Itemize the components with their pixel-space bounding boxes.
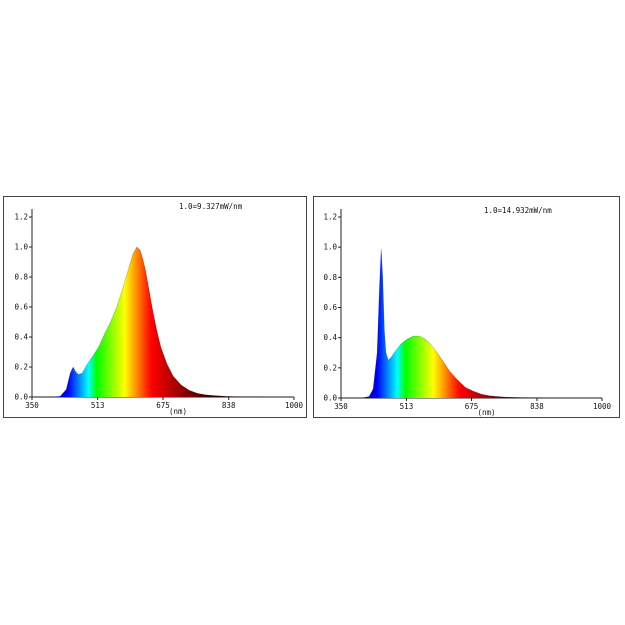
spectrum-chart-right: 0.0 0.2 0.4 0.6 0.8 1.0 1.2 350 513 675 838 1000 (nm… <box>313 196 620 418</box>
y-tick-label: 1.2 <box>14 213 28 222</box>
y-tick-label: 0.2 <box>14 363 28 372</box>
y-tick-label: 1.2 <box>323 213 337 222</box>
x-tick-label: 838 <box>530 402 544 411</box>
x-tick-label: 1000 <box>593 402 612 411</box>
y-tick-label: 0.8 <box>323 273 337 282</box>
x-axis-label: (nm) <box>477 408 495 417</box>
spectrum-plot-right: 0.0 0.2 0.4 0.6 0.8 1.0 1.2 350 513 675 838 1000 (nm… <box>323 206 612 417</box>
x-tick-label: 513 <box>400 402 414 411</box>
y-tick-label: 0.8 <box>14 273 28 282</box>
spectrum-line <box>32 246 295 398</box>
spectrum-area <box>341 248 602 398</box>
x-tick-label: 1000 <box>285 401 304 410</box>
spectrum-line <box>341 248 602 399</box>
x-tick-label: 838 <box>222 401 236 410</box>
x-tick-label: 513 <box>91 401 105 410</box>
y-tick-label: 0.0 <box>323 394 337 403</box>
y-tick-label: 0.6 <box>323 303 337 312</box>
y-tick-label: 1.0 <box>14 243 28 252</box>
x-tick-label: 350 <box>25 401 39 410</box>
x-tick-label: 350 <box>334 402 348 411</box>
y-tick-label: 0.4 <box>323 333 337 342</box>
x-tick-label: 675 <box>156 401 170 410</box>
x-axis-label: (nm) <box>169 407 187 416</box>
spectrum-chart-left: 0.0 0.2 0.4 0.6 0.8 1.0 1.2 350 513 675 838 1000 (nm… <box>3 196 307 418</box>
y-tick-label: 0.2 <box>323 363 337 372</box>
scale-annotation: 1.0=14.932mW/nm <box>484 206 552 215</box>
spectrum-area <box>32 247 294 397</box>
spectrum-plot-left: 0.0 0.2 0.4 0.6 0.8 1.0 1.2 350 513 675 838 1000 (nm… <box>14 202 304 416</box>
y-tick-label: 0.6 <box>14 303 28 312</box>
y-tick-label: 0.4 <box>14 333 28 342</box>
scale-annotation: 1.0=9.327mW/nm <box>179 202 243 211</box>
y-tick-label: 1.0 <box>323 243 337 252</box>
y-tick-label: 0.0 <box>14 393 28 402</box>
x-tick-label: 675 <box>465 402 479 411</box>
